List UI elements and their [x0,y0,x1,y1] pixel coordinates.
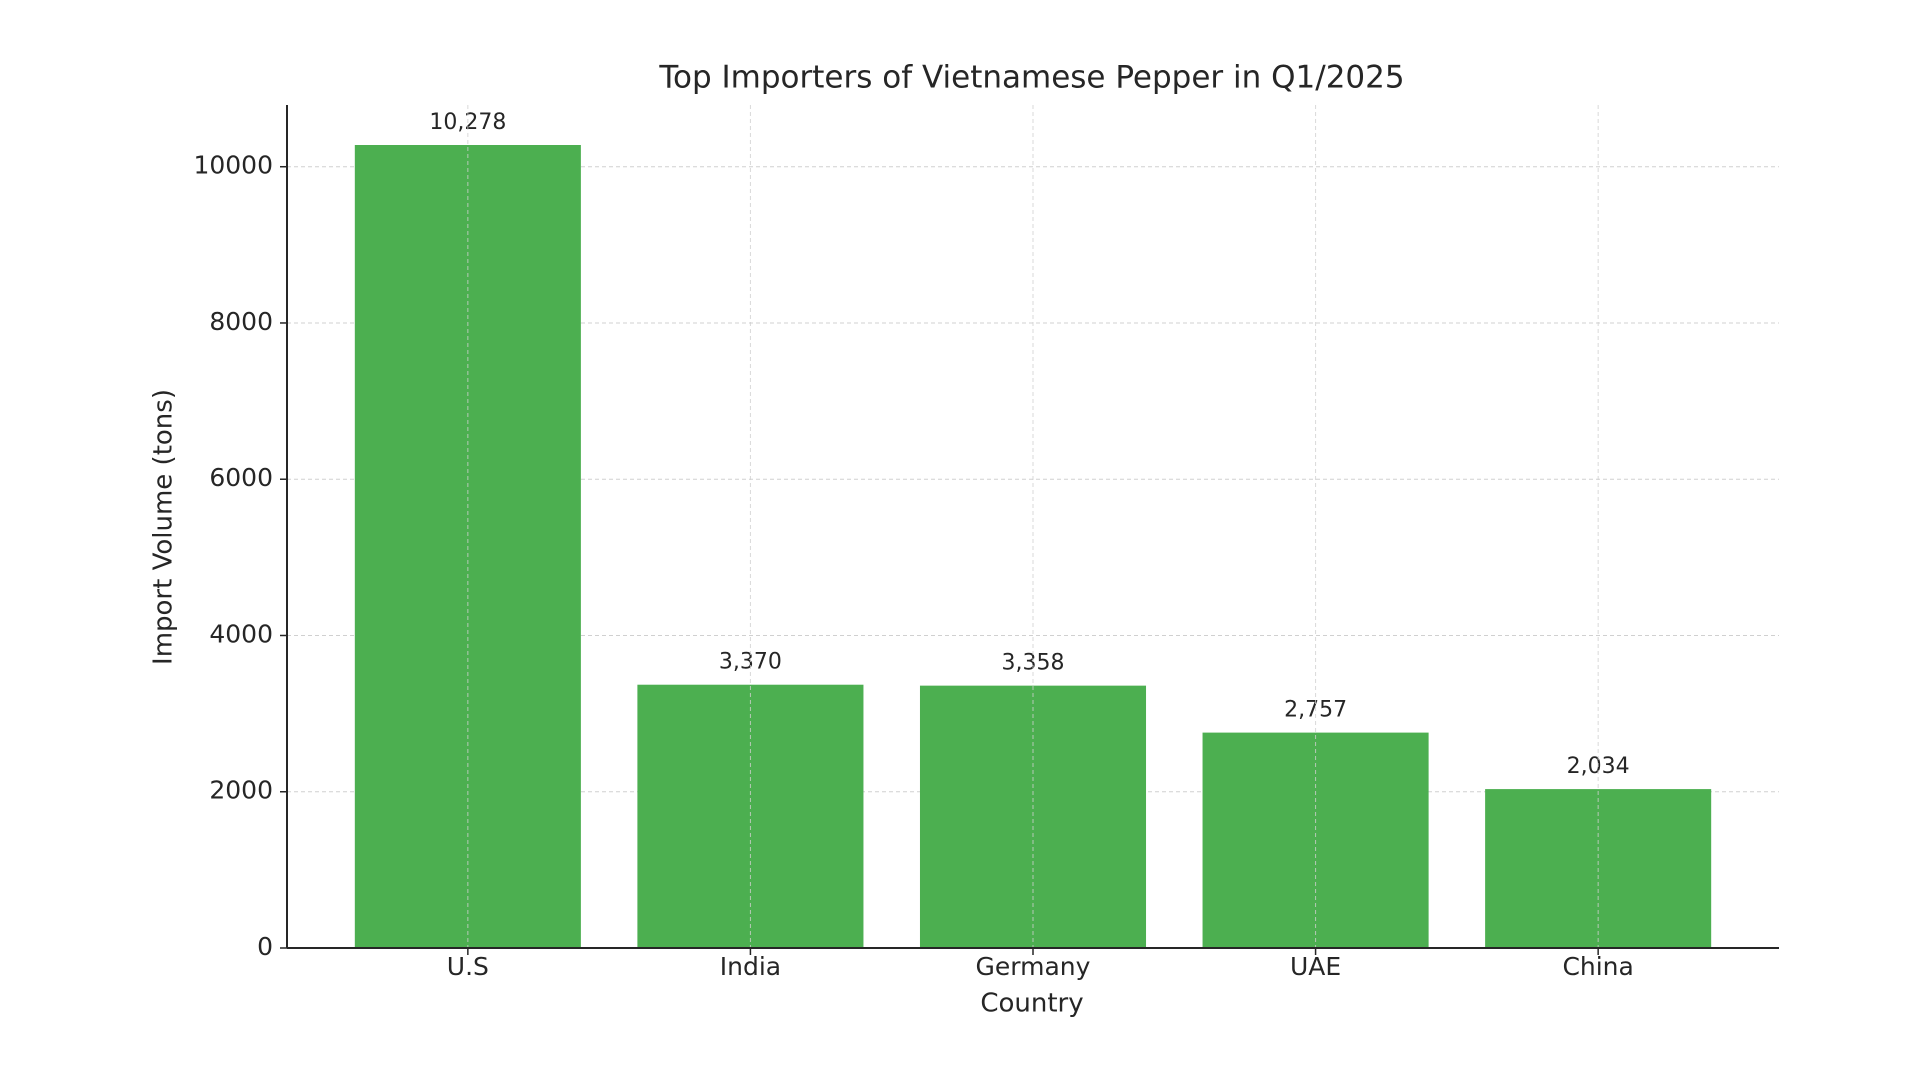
y-tick-label: 8000 [209,307,273,336]
y-tick-label: 4000 [209,619,273,648]
x-tick-label: China [1562,952,1633,981]
y-tick-label: 10000 [193,151,273,180]
x-tick-label: India [720,952,781,981]
x-axis-label: Country [980,989,1083,1019]
y-axis-label: Import Volume (tons) [149,389,179,665]
x-tick-label: Germany [976,952,1091,981]
y-tick-label: 0 [257,932,273,961]
chart-title: Top Importers of Vietnamese Pepper in Q1… [658,60,1404,96]
x-tick-label: U.S [447,952,489,981]
y-tick-label: 6000 [209,463,273,492]
y-tick-label: 2000 [209,776,273,805]
x-tick-label: UAE [1290,952,1341,981]
